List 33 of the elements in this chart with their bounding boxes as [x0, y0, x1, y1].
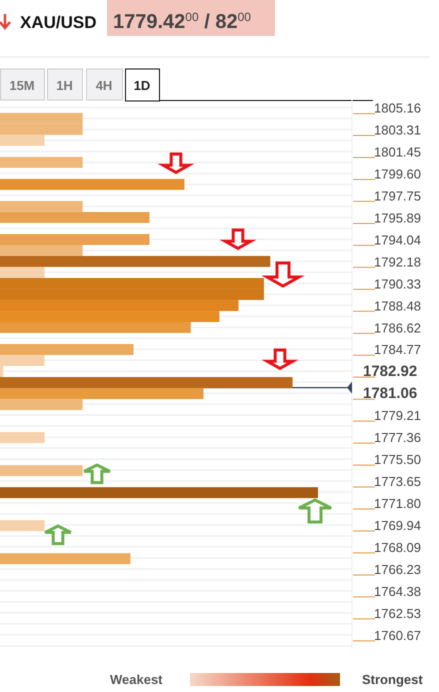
y-tick-label: 1762.53 — [374, 606, 421, 621]
text: 15M — [9, 78, 35, 93]
y-tick-label: 1792.18 — [374, 254, 421, 270]
text: 1D — [134, 78, 150, 93]
y-tick-label: 1797.75 — [374, 188, 421, 204]
text: 1H — [56, 78, 73, 93]
y-tick-label: 1805.16 — [374, 100, 421, 116]
y-tick-label: 1788.48 — [374, 298, 421, 314]
y-tick-label: 1794.04 — [374, 232, 421, 248]
y-tick-label: 1771.80 — [374, 496, 421, 511]
y-tick-label: 1790.33 — [374, 276, 421, 292]
y-tick-label: 1784.77 — [374, 342, 421, 358]
y-tick-label: 1760.67 — [374, 628, 421, 643]
y-tick-label: 1786.62 — [374, 320, 421, 336]
y-tick-label: 1766.23 — [374, 562, 421, 577]
y-tick-label: 1779.21 — [374, 408, 421, 424]
y-tick-label: 1775.50 — [374, 452, 421, 468]
y-tick-label: 1768.09 — [374, 540, 421, 555]
y-tick-label: 1773.65 — [374, 474, 421, 490]
text: 4H — [96, 78, 112, 93]
text: Strongest — [362, 672, 424, 687]
y-tick-label: 1782.92 — [363, 363, 418, 380]
y-tick-label: 1764.38 — [374, 584, 421, 599]
y-tick-label: 1799.60 — [374, 166, 421, 182]
y-tick-label: 1769.94 — [374, 518, 421, 534]
y-tick-label: 1781.06 — [363, 385, 418, 402]
y-tick-label: 1777.36 — [374, 430, 421, 446]
text: Weakest — [110, 672, 164, 687]
chart-title: XAU/USD — [20, 13, 97, 32]
chart-subtitle: 1779.42$^{00}$ / 82$^{00}$ — [113, 10, 252, 33]
y-tick-label: 1795.89 — [374, 210, 421, 226]
y-tick-label: 1801.45 — [374, 144, 421, 160]
y-tick-label: 1803.31 — [374, 122, 421, 138]
